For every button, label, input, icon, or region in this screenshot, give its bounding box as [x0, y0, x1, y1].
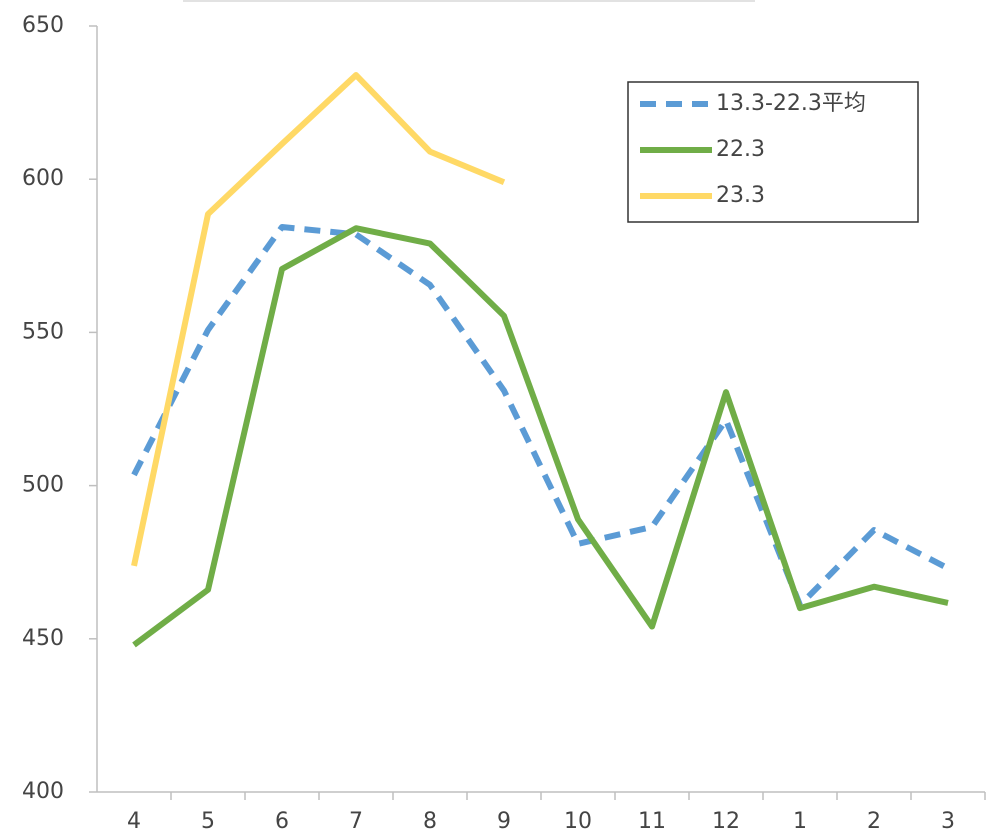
x-tick-label: 4 [127, 809, 141, 834]
series-line [131, 223, 950, 609]
x-tick-label: 10 [564, 809, 592, 834]
y-tick-label: 500 [22, 473, 64, 498]
x-tick-label: 7 [349, 809, 363, 834]
x-tick-label: 12 [712, 809, 740, 834]
x-tick-label: 1 [793, 809, 807, 834]
legend-label: 23.3 [716, 183, 765, 208]
x-tick-label: 2 [867, 809, 881, 834]
y-tick-label: 600 [22, 166, 64, 191]
y-tick-label: 550 [22, 319, 64, 344]
legend-label: 13.3-22.3平均 [716, 91, 866, 116]
series-line [132, 225, 949, 648]
x-tick-label: 5 [201, 809, 215, 834]
y-tick-label: 400 [22, 779, 64, 804]
series-line [131, 72, 506, 567]
y-tick-label: 450 [22, 626, 64, 651]
x-tick-label: 3 [941, 809, 955, 834]
x-tick-label: 6 [275, 809, 289, 834]
legend-label: 22.3 [716, 137, 765, 162]
x-tick-label: 9 [497, 809, 511, 834]
y-tick-label: 650 [22, 13, 64, 38]
x-tick-label: 8 [423, 809, 437, 834]
x-tick-label: 11 [638, 809, 666, 834]
